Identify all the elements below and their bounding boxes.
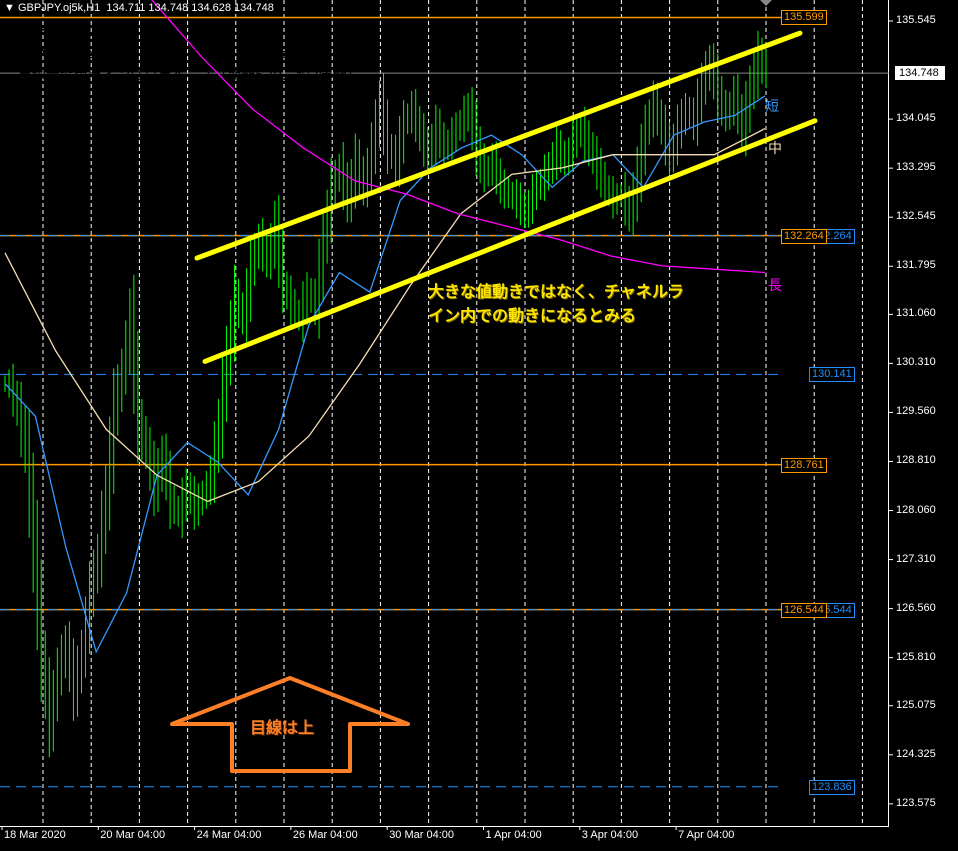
- triangle-marker-icon: [760, 0, 772, 6]
- y-tick-label: 131.795: [896, 259, 936, 272]
- current-price-label: 134.748: [895, 66, 945, 80]
- upper-channel-line: [194, 30, 803, 261]
- level-price-label: 130.141: [809, 367, 855, 383]
- y-tick-label: 128.810: [896, 454, 936, 467]
- note-daily-lines: 点線青紫色ラインは日足ベース（期間520…約2年間）: [18, 68, 361, 84]
- level-price-label: 132.264: [781, 228, 827, 244]
- long-ma-label: 長: [768, 278, 782, 294]
- x-tick-label: 3 Apr 04:00: [581, 829, 639, 841]
- level-price-label: 135.599: [781, 10, 827, 26]
- y-tick-label: 135.545: [896, 14, 936, 26]
- level-price-label: 123.836: [809, 779, 855, 795]
- y-tick-label: 125.810: [896, 650, 936, 663]
- y-tick-label: 124.325: [896, 747, 936, 760]
- mid-ma-line: [4, 128, 766, 503]
- y-tick-label: 126.560: [896, 601, 936, 614]
- arrow-label: 目線は上: [250, 718, 315, 737]
- y-tick-label: 129.560: [896, 405, 936, 418]
- y-tick-label: 133.295: [896, 161, 936, 174]
- lower-channel-line: [202, 118, 818, 364]
- y-tick-label: 132.545: [896, 210, 936, 223]
- level-price-label: 128.761: [781, 457, 827, 473]
- y-tick-label: 131.060: [896, 307, 936, 320]
- x-tick-label: 1 Apr 04:00: [485, 829, 542, 841]
- short-ma-label: 短: [765, 99, 779, 115]
- x-tick-label: 18 Mar 2020: [4, 829, 66, 841]
- x-tick-label: 30 Mar 04:00: [389, 829, 455, 841]
- y-tick-label: 123.575: [896, 796, 936, 809]
- up-arrow-icon: [170, 676, 410, 773]
- triangle-down-icon[interactable]: ▼: [4, 2, 18, 14]
- note-timeframe: チャートは1時間足: [18, 24, 139, 40]
- symbol-label: GBPJPY.oj5k,H1: [17, 2, 101, 14]
- short-ma-line: [4, 95, 766, 654]
- y-tick-label: 134.045: [896, 112, 936, 125]
- x-tick-label: 20 Mar 04:00: [100, 829, 166, 841]
- note-weekly-lines: 太いオレンジラインは週足ベース（期間260…約5年間）: [18, 46, 375, 62]
- y-tick-label: 125.075: [896, 698, 936, 711]
- x-tick-label: 26 Mar 04:00: [292, 829, 358, 841]
- y-tick-label: 130.310: [896, 356, 936, 369]
- chart-header: ▼ GBPJPY.oj5k,H1 134.711 134.748 134.628…: [4, 2, 274, 14]
- x-tick-label: 7 Apr 04:00: [678, 829, 735, 841]
- level-price-label: 126.544: [781, 602, 827, 618]
- annotation-line-1: 大きな値動きではなく、チャネルラ: [428, 282, 684, 301]
- y-tick-label: 128.060: [896, 503, 936, 516]
- mid-ma-label: 中: [768, 141, 782, 157]
- annotation-line-2: イン内での動きになるとみる: [428, 306, 637, 325]
- y-tick-label: 127.310: [896, 552, 936, 565]
- x-tick-label: 24 Mar 04:00: [196, 829, 262, 841]
- ohlc-values: 134.711 134.748 134.628 134.748: [106, 2, 274, 14]
- long-ma-line: [151, 0, 766, 274]
